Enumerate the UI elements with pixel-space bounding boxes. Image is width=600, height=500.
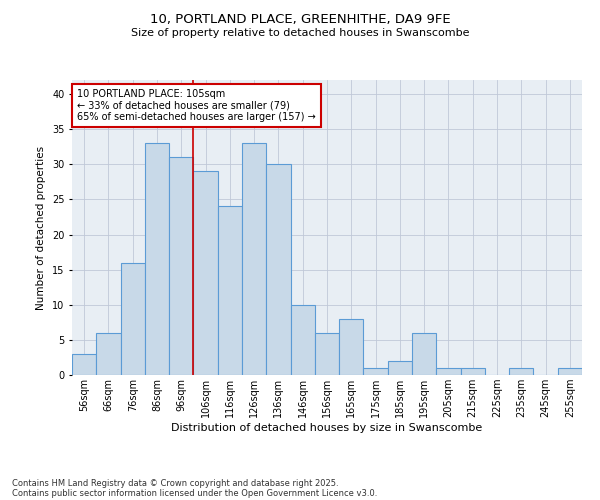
Bar	[169, 158, 193, 375]
Text: Contains HM Land Registry data © Crown copyright and database right 2025.: Contains HM Land Registry data © Crown c…	[12, 478, 338, 488]
Bar	[509, 368, 533, 375]
Bar	[339, 319, 364, 375]
Y-axis label: Number of detached properties: Number of detached properties	[37, 146, 46, 310]
Bar	[242, 143, 266, 375]
Bar	[364, 368, 388, 375]
X-axis label: Distribution of detached houses by size in Swanscombe: Distribution of detached houses by size …	[172, 423, 482, 433]
Bar	[145, 143, 169, 375]
Bar	[72, 354, 96, 375]
Bar	[96, 333, 121, 375]
Bar	[436, 368, 461, 375]
Bar	[193, 172, 218, 375]
Text: Size of property relative to detached houses in Swanscombe: Size of property relative to detached ho…	[131, 28, 469, 38]
Bar	[558, 368, 582, 375]
Bar	[218, 206, 242, 375]
Bar	[121, 262, 145, 375]
Bar	[388, 361, 412, 375]
Bar	[266, 164, 290, 375]
Bar	[412, 333, 436, 375]
Bar	[290, 305, 315, 375]
Text: 10 PORTLAND PLACE: 105sqm
← 33% of detached houses are smaller (79)
65% of semi-: 10 PORTLAND PLACE: 105sqm ← 33% of detac…	[77, 89, 316, 122]
Text: 10, PORTLAND PLACE, GREENHITHE, DA9 9FE: 10, PORTLAND PLACE, GREENHITHE, DA9 9FE	[149, 12, 451, 26]
Bar	[461, 368, 485, 375]
Text: Contains public sector information licensed under the Open Government Licence v3: Contains public sector information licen…	[12, 488, 377, 498]
Bar	[315, 333, 339, 375]
